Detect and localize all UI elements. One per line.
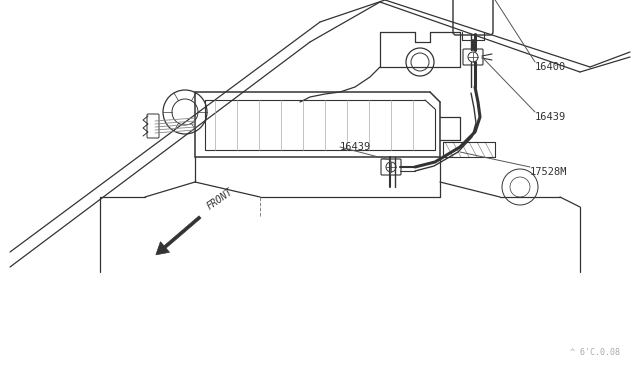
Circle shape [386, 162, 396, 172]
FancyBboxPatch shape [381, 159, 401, 175]
Circle shape [502, 169, 538, 205]
Text: ^ 6'C.0.08: ^ 6'C.0.08 [570, 348, 620, 357]
FancyBboxPatch shape [147, 114, 159, 138]
Text: FRONT: FRONT [205, 187, 235, 212]
Circle shape [172, 99, 198, 125]
Circle shape [468, 52, 478, 62]
Text: 16439: 16439 [535, 112, 566, 122]
FancyBboxPatch shape [463, 49, 483, 65]
Text: 16439: 16439 [340, 142, 371, 152]
Text: 17528M: 17528M [530, 167, 568, 177]
Circle shape [406, 48, 434, 76]
FancyArrow shape [156, 216, 201, 255]
Circle shape [163, 90, 207, 134]
FancyBboxPatch shape [453, 0, 493, 35]
Text: 16400: 16400 [535, 62, 566, 72]
Circle shape [411, 53, 429, 71]
Circle shape [510, 177, 530, 197]
